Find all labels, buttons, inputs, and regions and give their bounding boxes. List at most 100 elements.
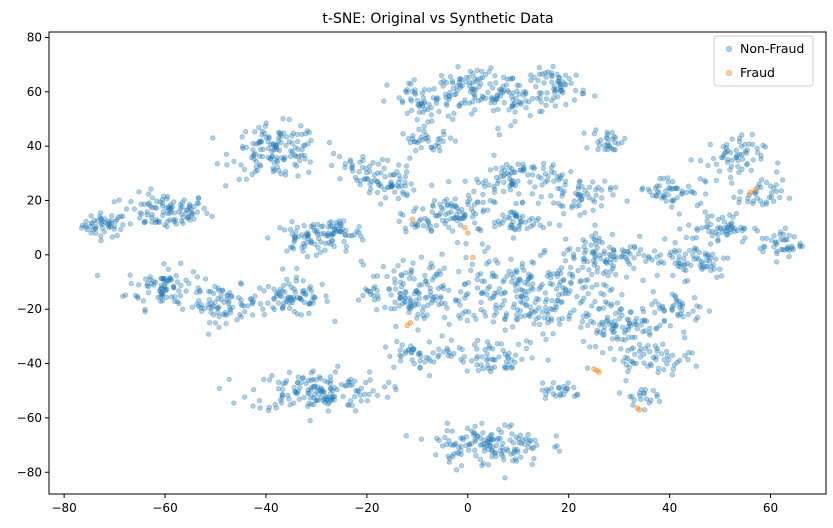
- data-point-non-fraud: [323, 397, 330, 403]
- data-point-non-fraud: [454, 217, 460, 224]
- data-point-non-fraud: [437, 210, 443, 216]
- data-point-non-fraud: [763, 199, 770, 205]
- data-point-non-fraud: [173, 221, 180, 227]
- data-point-non-fraud: [559, 299, 565, 305]
- data-point-non-fraud: [231, 400, 237, 406]
- data-point-non-fraud: [258, 138, 265, 145]
- data-point-non-fraud: [145, 289, 152, 296]
- data-point-non-fraud: [510, 458, 516, 464]
- data-point-non-fraud: [500, 453, 506, 459]
- data-point-non-fraud: [496, 132, 502, 138]
- data-point-non-fraud: [768, 183, 774, 189]
- data-point-non-fraud: [778, 187, 785, 194]
- data-point-non-fraud: [774, 241, 780, 247]
- data-point-non-fraud: [477, 81, 484, 87]
- data-point-non-fraud: [479, 74, 486, 81]
- data-point-non-fraud: [724, 231, 730, 238]
- data-point-non-fraud: [238, 281, 245, 287]
- data-point-non-fraud: [529, 95, 536, 102]
- data-point-non-fraud: [404, 110, 411, 117]
- data-point-non-fraud: [279, 155, 285, 161]
- data-point-non-fraud: [774, 169, 780, 175]
- data-point-non-fraud: [135, 295, 141, 301]
- data-point-non-fraud: [580, 313, 586, 320]
- data-point-non-fraud: [142, 218, 149, 224]
- data-point-non-fraud: [505, 214, 511, 220]
- data-point-non-fraud: [297, 295, 303, 302]
- data-point-non-fraud: [679, 190, 686, 196]
- data-point-non-fraud: [453, 467, 460, 473]
- data-point-non-fraud: [149, 281, 155, 287]
- data-point-non-fraud: [441, 314, 448, 321]
- data-point-non-fraud: [729, 180, 735, 186]
- data-point-non-fraud: [434, 95, 440, 101]
- data-point-non-fraud: [229, 294, 235, 300]
- data-point-non-fraud: [492, 450, 498, 456]
- data-point-non-fraud: [489, 270, 496, 276]
- data-point-non-fraud: [388, 183, 395, 190]
- data-point-non-fraud: [609, 231, 616, 238]
- data-point-non-fraud: [413, 147, 419, 154]
- data-point-non-fraud: [579, 298, 585, 304]
- data-point-non-fraud: [646, 330, 653, 336]
- data-point-non-fraud: [510, 274, 517, 281]
- data-point-non-fraud: [491, 364, 498, 370]
- data-point-non-fraud: [627, 323, 634, 329]
- data-point-non-fraud: [206, 320, 213, 326]
- data-point-non-fraud: [601, 324, 608, 330]
- data-point-non-fraud: [624, 355, 631, 362]
- data-point-non-fraud: [694, 227, 701, 233]
- data-point-non-fraud: [462, 100, 468, 106]
- data-point-non-fraud: [494, 96, 500, 102]
- data-point-non-fraud: [558, 265, 565, 271]
- data-point-non-fraud: [485, 207, 491, 213]
- data-point-non-fraud: [221, 299, 227, 305]
- data-point-non-fraud: [592, 222, 598, 228]
- data-point-non-fraud: [240, 145, 246, 152]
- data-point-non-fraud: [443, 100, 450, 107]
- data-point-non-fraud: [180, 220, 186, 226]
- data-point-non-fraud: [632, 321, 638, 328]
- data-point-non-fraud: [625, 326, 631, 333]
- data-point-non-fraud: [660, 260, 667, 266]
- data-point-non-fraud: [141, 219, 147, 225]
- data-point-non-fraud: [484, 291, 490, 297]
- data-point-non-fraud: [426, 87, 432, 93]
- data-point-non-fraud: [306, 301, 312, 307]
- data-point-non-fraud: [488, 437, 494, 443]
- y-tick-label: −20: [17, 302, 42, 316]
- data-point-non-fraud: [288, 295, 294, 302]
- data-point-non-fraud: [705, 224, 711, 230]
- data-point-non-fraud: [573, 72, 579, 78]
- data-point-non-fraud: [685, 356, 691, 363]
- data-point-non-fraud: [399, 342, 405, 348]
- data-point-non-fraud: [407, 299, 414, 305]
- data-point-non-fraud: [319, 389, 325, 395]
- data-point-non-fraud: [464, 199, 471, 205]
- data-point-non-fraud: [738, 224, 744, 231]
- data-point-non-fraud: [536, 90, 543, 96]
- data-point-non-fraud: [469, 358, 475, 364]
- data-point-non-fraud: [408, 107, 415, 114]
- data-point-non-fraud: [495, 260, 501, 266]
- data-point-non-fraud: [648, 397, 654, 403]
- data-point-non-fraud: [592, 259, 598, 266]
- data-point-non-fraud: [141, 201, 147, 207]
- data-point-non-fraud: [273, 144, 279, 151]
- data-point-non-fraud: [558, 87, 564, 93]
- data-point-non-fraud: [606, 321, 612, 327]
- data-point-non-fraud: [216, 287, 222, 294]
- data-point-non-fraud: [566, 75, 572, 82]
- data-point-non-fraud: [510, 440, 517, 446]
- data-point-non-fraud: [611, 247, 617, 253]
- data-point-non-fraud: [604, 300, 611, 306]
- data-point-non-fraud: [481, 448, 488, 454]
- data-point-non-fraud: [201, 205, 207, 212]
- data-point-non-fraud: [140, 298, 147, 304]
- data-point-non-fraud: [791, 233, 797, 240]
- data-point-non-fraud: [659, 305, 665, 311]
- data-point-non-fraud: [294, 138, 301, 145]
- data-point-non-fraud: [784, 245, 790, 251]
- data-point-non-fraud: [479, 241, 485, 247]
- data-point-non-fraud: [513, 200, 519, 207]
